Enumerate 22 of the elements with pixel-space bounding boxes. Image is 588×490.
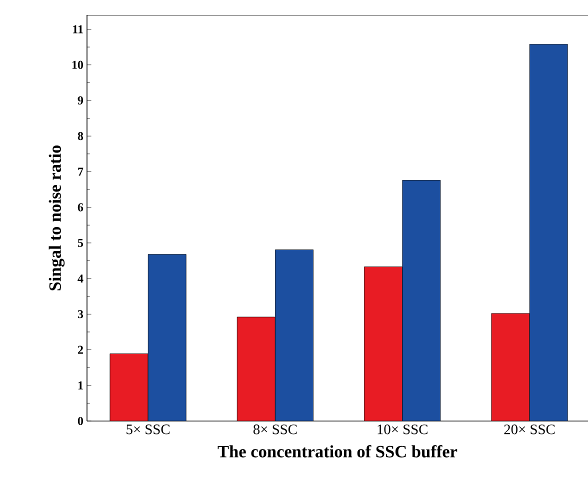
y-tick-label: 7 xyxy=(78,168,84,176)
x-tick-label: 20× SSC xyxy=(504,424,555,434)
y-tick-label: 0 xyxy=(78,416,84,426)
bar xyxy=(402,180,441,421)
y-axis-title: Singal to noise ratio xyxy=(48,145,65,290)
y-tick-label: 11 xyxy=(73,25,83,34)
y-tick-label: 4 xyxy=(78,274,84,282)
bar xyxy=(148,254,186,421)
y-tick-label: 10 xyxy=(72,60,84,69)
y-tick-label: 9 xyxy=(78,96,84,104)
bar xyxy=(275,249,314,421)
y-tick-label: 6 xyxy=(78,203,84,212)
x-tick-label: 10× SSC xyxy=(378,424,428,434)
bar xyxy=(529,44,568,421)
x-axis-title: The concentration of SSC buffer xyxy=(218,445,458,458)
x-tick-label: 8× SSC xyxy=(253,424,297,434)
y-tick-label: 3 xyxy=(78,310,84,318)
y-tick-label: 8 xyxy=(78,132,84,140)
y-tick-label: 5 xyxy=(78,238,84,247)
x-tick-label: 5× SSC xyxy=(126,424,170,434)
y-tick-label: 2 xyxy=(78,346,83,354)
y-tick-label: 1 xyxy=(78,381,83,390)
